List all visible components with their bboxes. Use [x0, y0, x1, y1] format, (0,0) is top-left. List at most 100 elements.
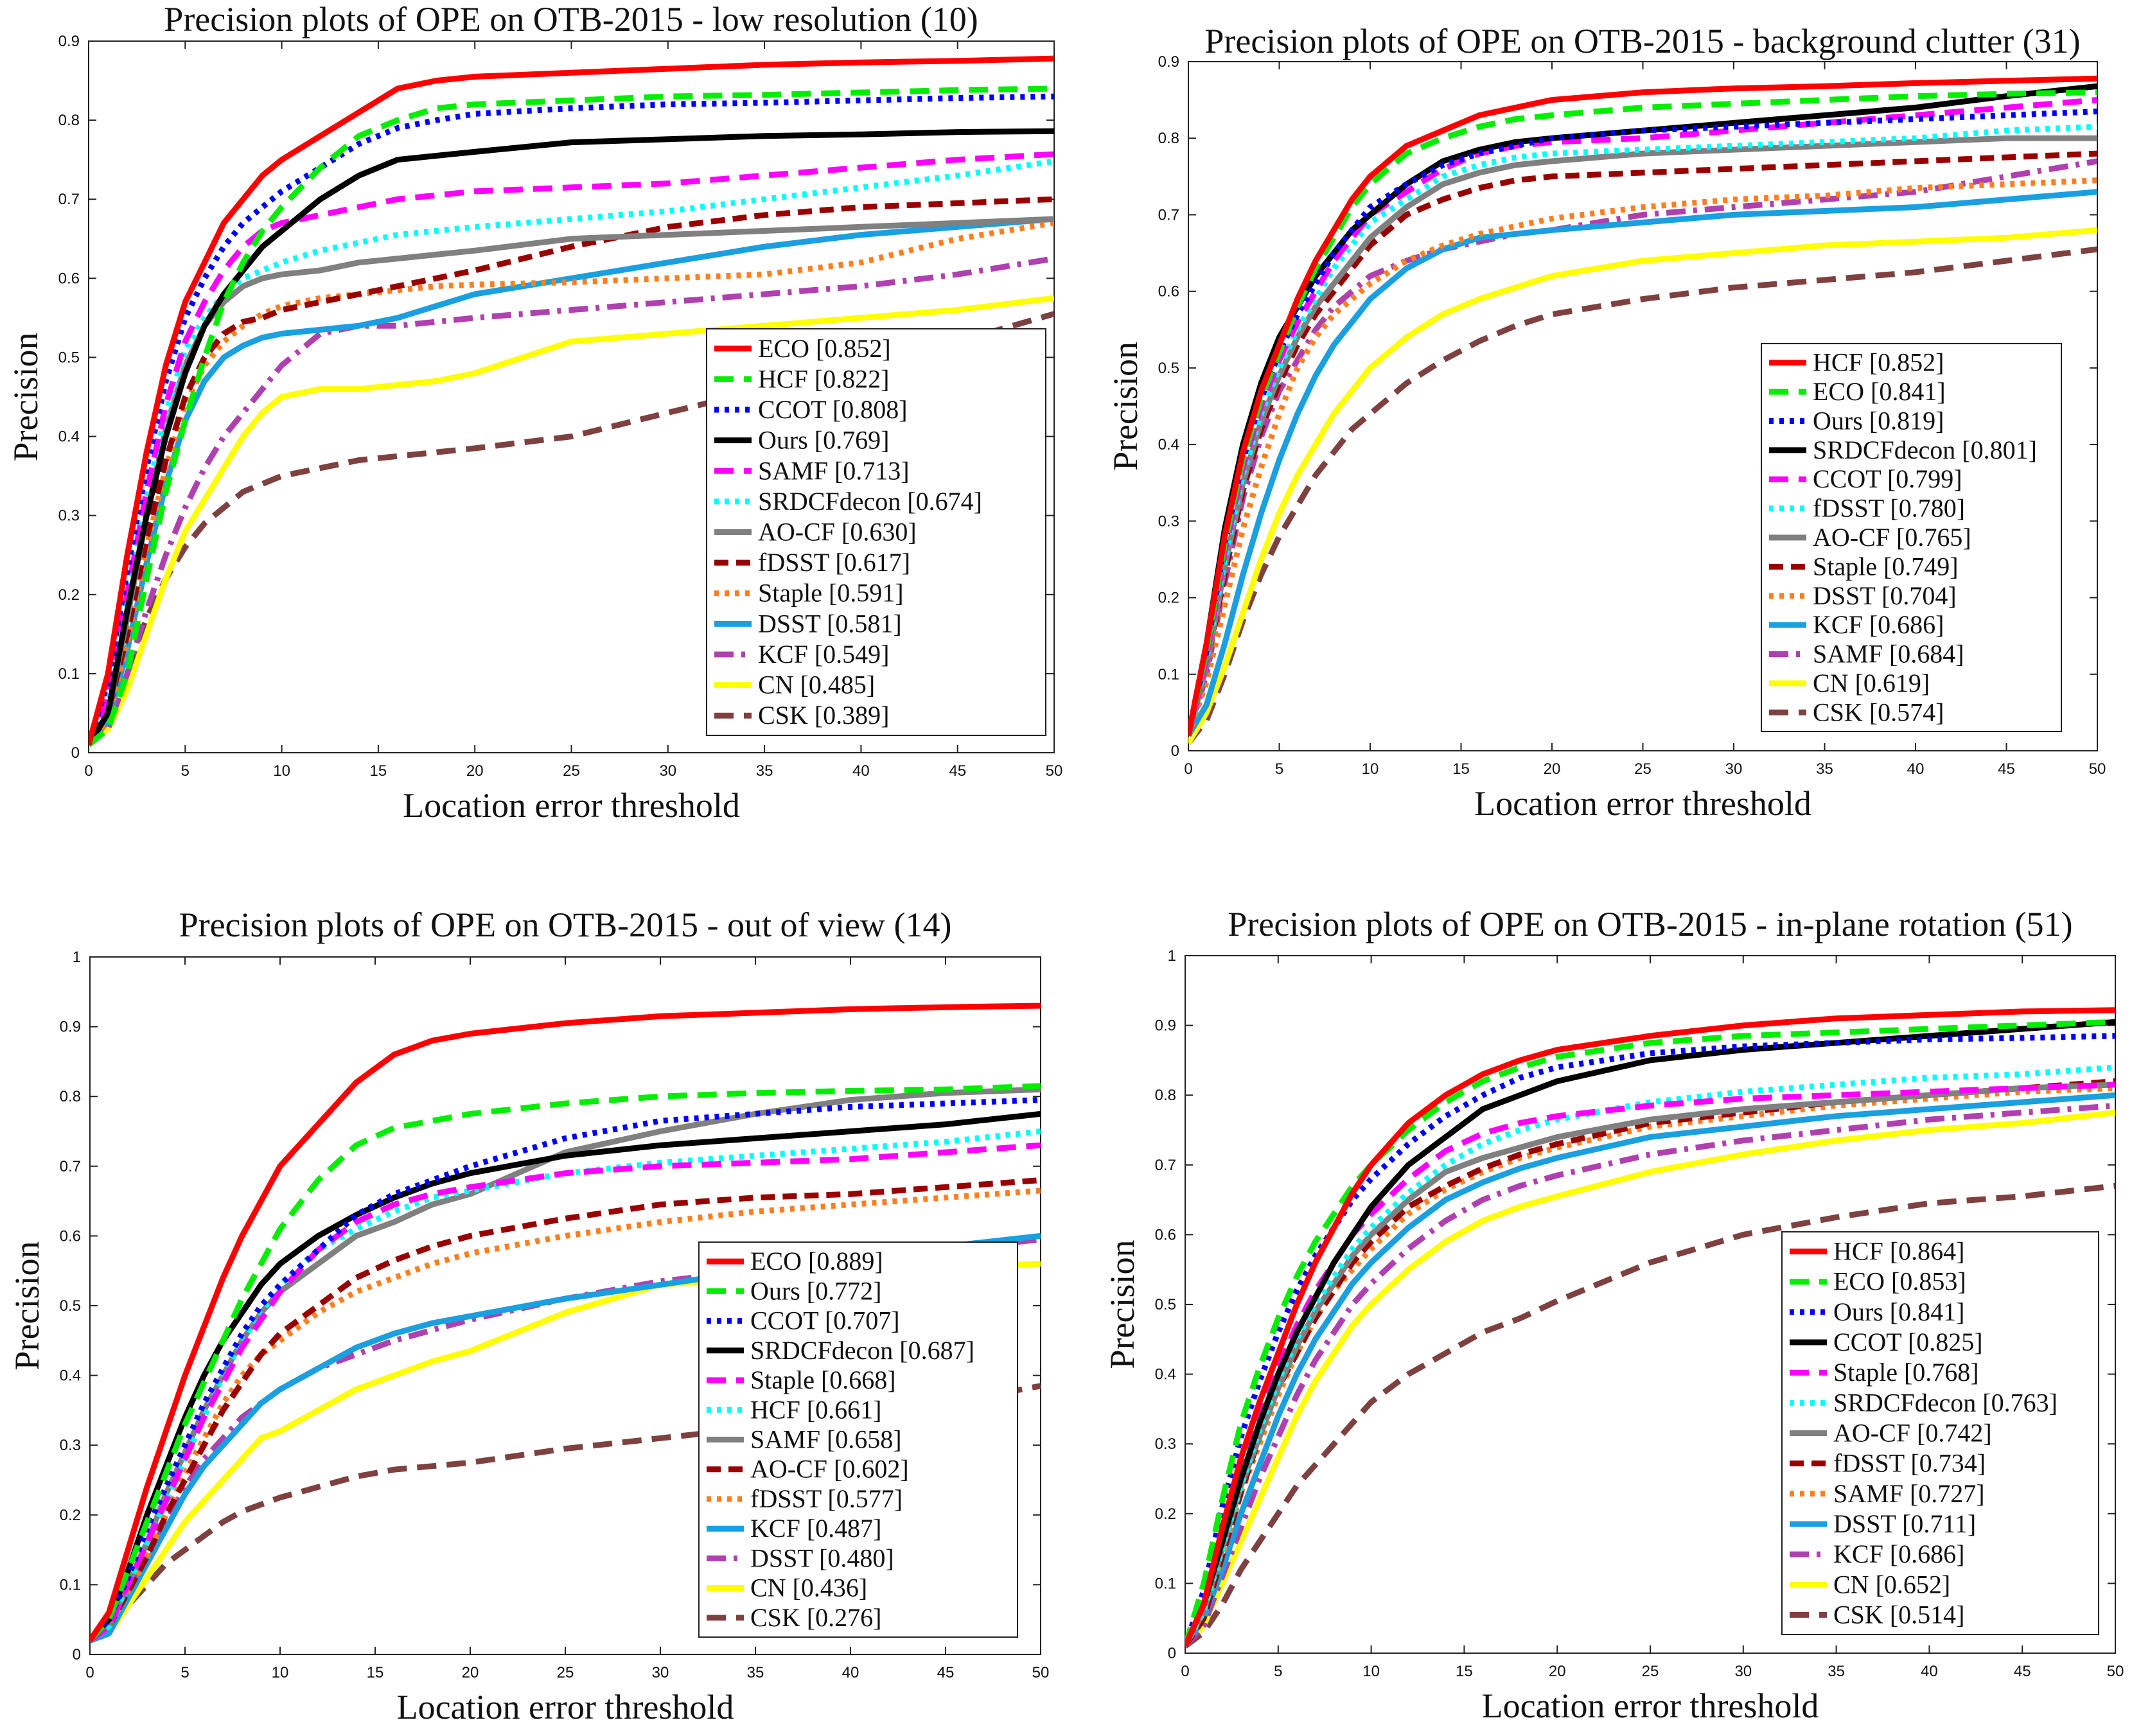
- y-tick-label: 0.1: [60, 1576, 81, 1593]
- series-line-cn: [1185, 1109, 2115, 1649]
- legend-label-samf: SAMF [0.658]: [750, 1425, 902, 1454]
- y-tick-label: 0.7: [58, 191, 80, 208]
- series-line-staple: [90, 1142, 1041, 1643]
- x-tick-label: 35: [747, 1664, 764, 1681]
- chart-title: Precision plots of OPE on OTB-2015 - out…: [179, 906, 952, 944]
- legend-label-srdcfdecon: SRDCFdecon [0.674]: [758, 487, 982, 516]
- y-tick-label: 0: [1168, 1645, 1176, 1662]
- legend-label-dsst: DSST [0.480]: [750, 1543, 894, 1572]
- y-tick-label: 0.1: [1158, 666, 1179, 683]
- y-tick-label: 0.6: [1155, 1226, 1176, 1243]
- y-tick-label: 0.6: [1158, 283, 1179, 301]
- x-tick-label: 0: [1184, 760, 1192, 778]
- legend-label-ours: Ours [0.841]: [1833, 1297, 1964, 1326]
- legend-label-eco: ECO [0.889]: [750, 1247, 883, 1276]
- x-tick-label: 40: [1907, 760, 1925, 778]
- y-axis-label: Precision: [8, 1241, 46, 1371]
- y-axis-label: Precision: [1103, 1240, 1141, 1369]
- x-axis-label: Location error threshold: [403, 786, 740, 825]
- legend-label-samf: SAMF [0.713]: [758, 456, 910, 485]
- legend-label-ccot: CCOT [0.808]: [758, 395, 908, 424]
- x-tick-label: 50: [1046, 762, 1063, 780]
- series-line-hcf: [1185, 1007, 2115, 1647]
- legend-label-eco: ECO [0.841]: [1813, 377, 1946, 406]
- legend-label-fdsst: fDSST [0.617]: [758, 548, 910, 577]
- legend-label-csk: CSK [0.574]: [1813, 697, 1944, 726]
- legend-label-cn: CN [0.652]: [1833, 1570, 1950, 1599]
- x-tick-label: 30: [659, 762, 676, 780]
- y-tick-label: 0.5: [1155, 1296, 1176, 1313]
- x-tick-label: 20: [466, 762, 484, 780]
- y-tick-label: 0.4: [1158, 436, 1179, 453]
- series-line-ccot: [1185, 1019, 2115, 1647]
- x-tick-label: 40: [1921, 1663, 1938, 1680]
- legend-label-csk: CSK [0.276]: [750, 1603, 881, 1632]
- legend-label-hcf: HCF [0.852]: [1813, 348, 1944, 377]
- series-line-csk: [1185, 1182, 2115, 1649]
- x-axis-label: Location error threshold: [397, 1688, 734, 1726]
- y-tick-label: 0.8: [1155, 1087, 1176, 1104]
- series-line-ours: [1188, 109, 2097, 737]
- x-tick-label: 50: [2089, 760, 2106, 778]
- x-tick-label: 25: [1634, 760, 1652, 778]
- series-lines: [1185, 1007, 2115, 1649]
- series-line-eco: [90, 1003, 1041, 1642]
- y-tick-label: 0.5: [58, 349, 80, 366]
- legend-label-staple: Staple [0.591]: [758, 579, 904, 608]
- series-line-csk: [90, 1383, 1041, 1644]
- x-tick-label: 5: [181, 762, 189, 780]
- legend-label-ao-cf: AO-CF [0.630]: [758, 518, 917, 547]
- series-line-kcf: [1188, 189, 2097, 737]
- y-tick-label: 1: [73, 949, 81, 966]
- x-tick-label: 10: [1362, 1663, 1380, 1680]
- legend-label-fdsst: fDSST [0.577]: [750, 1484, 903, 1513]
- legend-label-cn: CN [0.485]: [758, 671, 875, 699]
- series-line-samf: [89, 151, 1054, 746]
- legend-box: [698, 1241, 1018, 1638]
- x-tick-label: 25: [1642, 1663, 1659, 1680]
- x-tick-label: 5: [181, 1664, 189, 1681]
- x-tick-label: 25: [563, 762, 580, 780]
- chart-title: Precision plots of OPE on OTB-2015 - bac…: [1204, 22, 2080, 60]
- x-tick-label: 10: [272, 1664, 289, 1681]
- series-line-ccot: [90, 1097, 1041, 1643]
- x-tick-label: 15: [1452, 760, 1470, 778]
- legend-label-ao-cf: AO-CF [0.602]: [750, 1455, 909, 1484]
- y-tick-label: 0: [73, 1646, 81, 1663]
- legend-label-kcf: KCF [0.487]: [750, 1514, 881, 1543]
- x-tick-label: 15: [1456, 1663, 1473, 1680]
- x-tick-label: 50: [1032, 1664, 1050, 1681]
- series-line-hcf: [89, 85, 1054, 748]
- y-tick-label: 0: [71, 744, 80, 762]
- x-tick-label: 35: [1828, 1663, 1845, 1680]
- y-tick-label: 0.2: [60, 1507, 81, 1524]
- x-tick-label: 15: [367, 1664, 384, 1681]
- x-tick-label: 30: [652, 1664, 669, 1681]
- legend-label-ao-cf: AO-CF [0.742]: [1833, 1419, 1992, 1448]
- legend-box: [1761, 343, 2062, 732]
- y-tick-label: 0.8: [60, 1088, 81, 1105]
- x-tick-label: 45: [1998, 760, 2015, 778]
- y-tick-label: 0.2: [1155, 1505, 1176, 1523]
- legend-label-samf: SAMF [0.727]: [1833, 1479, 1985, 1508]
- series-line-ao-cf: [90, 1177, 1041, 1643]
- legend: HCF [0.864]ECO [0.853]Ours [0.841]CCOT […: [1781, 1231, 2099, 1635]
- panel-in-plane-rotation: Precision plots of OPE on OTB-2015 - in-…: [1103, 905, 2124, 1725]
- panel-out-of-view: Precision plots of OPE on OTB-2015 - out…: [8, 906, 1049, 1726]
- y-tick-label: 0.9: [1158, 53, 1179, 71]
- x-tick-label: 45: [937, 1664, 955, 1681]
- legend-label-kcf: KCF [0.549]: [758, 640, 889, 669]
- y-tick-label: 0.8: [58, 112, 80, 129]
- panel-low-resolution: Precision plots of OPE on OTB-2015 - low…: [6, 0, 1062, 825]
- series-line-eco: [89, 55, 1054, 746]
- legend-label-staple: Staple [0.749]: [1813, 552, 1959, 581]
- legend-label-srdcfdecon: SRDCFdecon [0.687]: [750, 1336, 974, 1365]
- legend-label-hcf: HCF [0.864]: [1833, 1237, 1964, 1266]
- legend-label-samf: SAMF [0.684]: [1813, 640, 1964, 669]
- legend-label-hcf: HCF [0.661]: [750, 1395, 881, 1424]
- x-tick-label: 35: [1816, 760, 1833, 778]
- y-tick-label: 0.9: [60, 1019, 81, 1036]
- series-line-csk: [1188, 246, 2097, 745]
- x-tick-label: 0: [1181, 1663, 1189, 1680]
- legend-label-csk: CSK [0.389]: [758, 701, 889, 730]
